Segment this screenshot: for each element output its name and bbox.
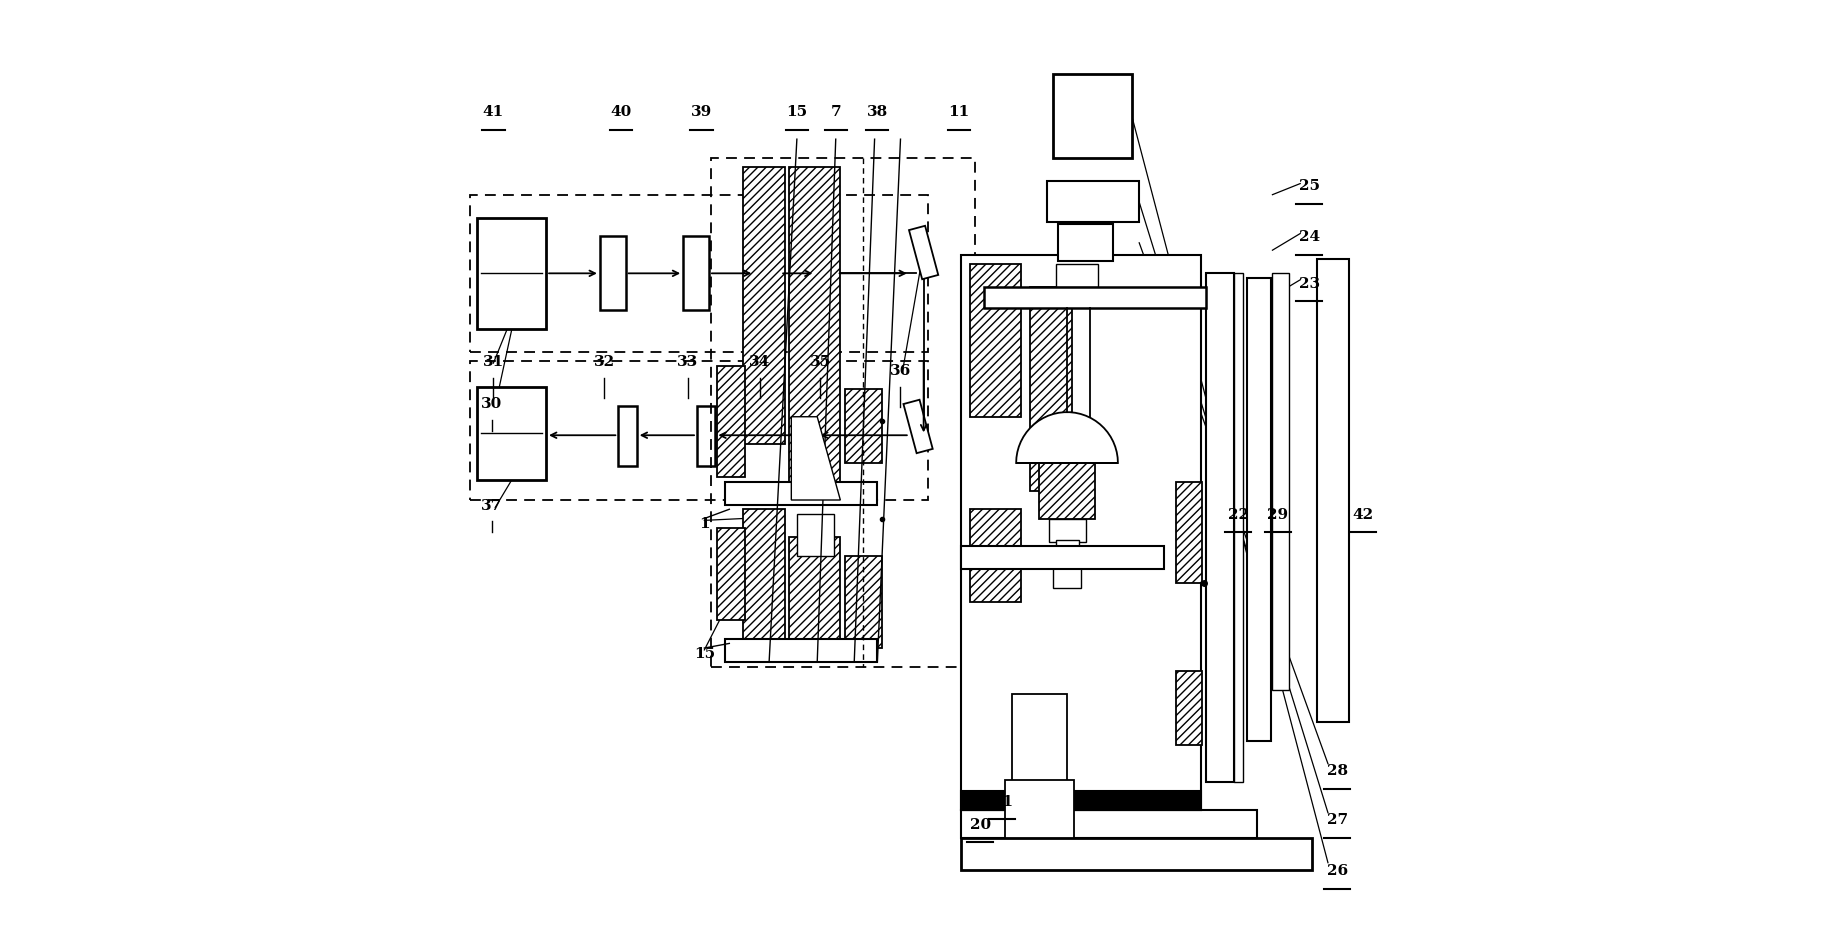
Bar bbox=[1272, 274, 1288, 690]
Polygon shape bbox=[792, 417, 840, 501]
Bar bbox=[711, 159, 974, 667]
Bar bbox=[1316, 260, 1349, 722]
Text: 39: 39 bbox=[691, 106, 711, 120]
Bar bbox=[1011, 694, 1068, 782]
Text: 33: 33 bbox=[676, 355, 698, 369]
Text: 27: 27 bbox=[1327, 812, 1347, 826]
Bar bbox=[1206, 274, 1233, 782]
Bar bbox=[743, 168, 785, 445]
Text: 35: 35 bbox=[809, 355, 831, 369]
Text: 20: 20 bbox=[969, 817, 991, 831]
Bar bbox=[599, 237, 625, 311]
Bar bbox=[1176, 482, 1202, 584]
Bar bbox=[970, 265, 1020, 417]
Bar bbox=[798, 514, 834, 556]
Bar bbox=[1005, 781, 1075, 838]
Text: 42: 42 bbox=[1353, 507, 1373, 521]
Text: 7: 7 bbox=[831, 106, 842, 120]
Bar bbox=[970, 510, 1020, 603]
Bar bbox=[845, 389, 882, 464]
Bar bbox=[717, 366, 744, 477]
Bar bbox=[961, 810, 1257, 838]
Bar bbox=[743, 510, 785, 648]
Bar bbox=[618, 406, 636, 466]
Bar bbox=[684, 237, 709, 311]
Bar bbox=[961, 547, 1163, 570]
Bar bbox=[754, 237, 779, 311]
Bar bbox=[1176, 671, 1202, 745]
Text: 24: 24 bbox=[1299, 230, 1320, 244]
Text: 32: 32 bbox=[594, 355, 616, 369]
Text: 28: 28 bbox=[1327, 763, 1347, 778]
Bar bbox=[724, 639, 877, 662]
Text: 21: 21 bbox=[993, 794, 1013, 807]
Text: 40: 40 bbox=[610, 106, 632, 120]
Bar bbox=[476, 219, 546, 329]
Bar bbox=[1046, 182, 1140, 223]
Bar bbox=[790, 168, 840, 501]
Bar bbox=[845, 556, 882, 648]
Bar bbox=[1057, 265, 1097, 288]
Bar bbox=[717, 528, 744, 620]
Bar bbox=[961, 792, 1202, 810]
Bar bbox=[961, 256, 1202, 810]
Polygon shape bbox=[910, 226, 937, 280]
Polygon shape bbox=[904, 400, 932, 453]
Bar bbox=[790, 538, 840, 648]
Bar bbox=[1048, 519, 1086, 542]
Bar bbox=[961, 838, 1312, 870]
Bar bbox=[1029, 288, 1072, 491]
Text: 1: 1 bbox=[698, 516, 709, 530]
Bar bbox=[816, 237, 836, 311]
Bar bbox=[1053, 75, 1132, 159]
Bar bbox=[697, 406, 715, 466]
Bar bbox=[1233, 274, 1242, 782]
Text: 38: 38 bbox=[868, 106, 888, 120]
Bar bbox=[983, 288, 1206, 309]
Text: 41: 41 bbox=[483, 106, 504, 120]
Text: 23: 23 bbox=[1299, 276, 1320, 290]
Text: 29: 29 bbox=[1268, 507, 1288, 521]
Text: 15: 15 bbox=[693, 646, 715, 660]
Text: 30: 30 bbox=[482, 397, 502, 411]
Text: 15: 15 bbox=[787, 106, 807, 120]
Bar bbox=[1038, 454, 1095, 519]
Text: 34: 34 bbox=[750, 355, 770, 369]
Text: 37: 37 bbox=[482, 498, 502, 512]
Bar bbox=[471, 362, 928, 501]
Text: 11: 11 bbox=[948, 106, 969, 120]
Bar bbox=[724, 482, 877, 505]
Bar bbox=[1057, 540, 1079, 561]
Bar bbox=[476, 387, 546, 480]
Polygon shape bbox=[1016, 413, 1118, 464]
Bar bbox=[471, 196, 928, 352]
Bar bbox=[1053, 559, 1081, 589]
Text: 26: 26 bbox=[1327, 863, 1347, 877]
Text: 31: 31 bbox=[483, 355, 504, 369]
Text: 25: 25 bbox=[1299, 179, 1320, 193]
Text: 22: 22 bbox=[1228, 507, 1248, 521]
Bar bbox=[1248, 279, 1270, 741]
Text: 36: 36 bbox=[890, 364, 912, 378]
Bar bbox=[1059, 225, 1114, 262]
